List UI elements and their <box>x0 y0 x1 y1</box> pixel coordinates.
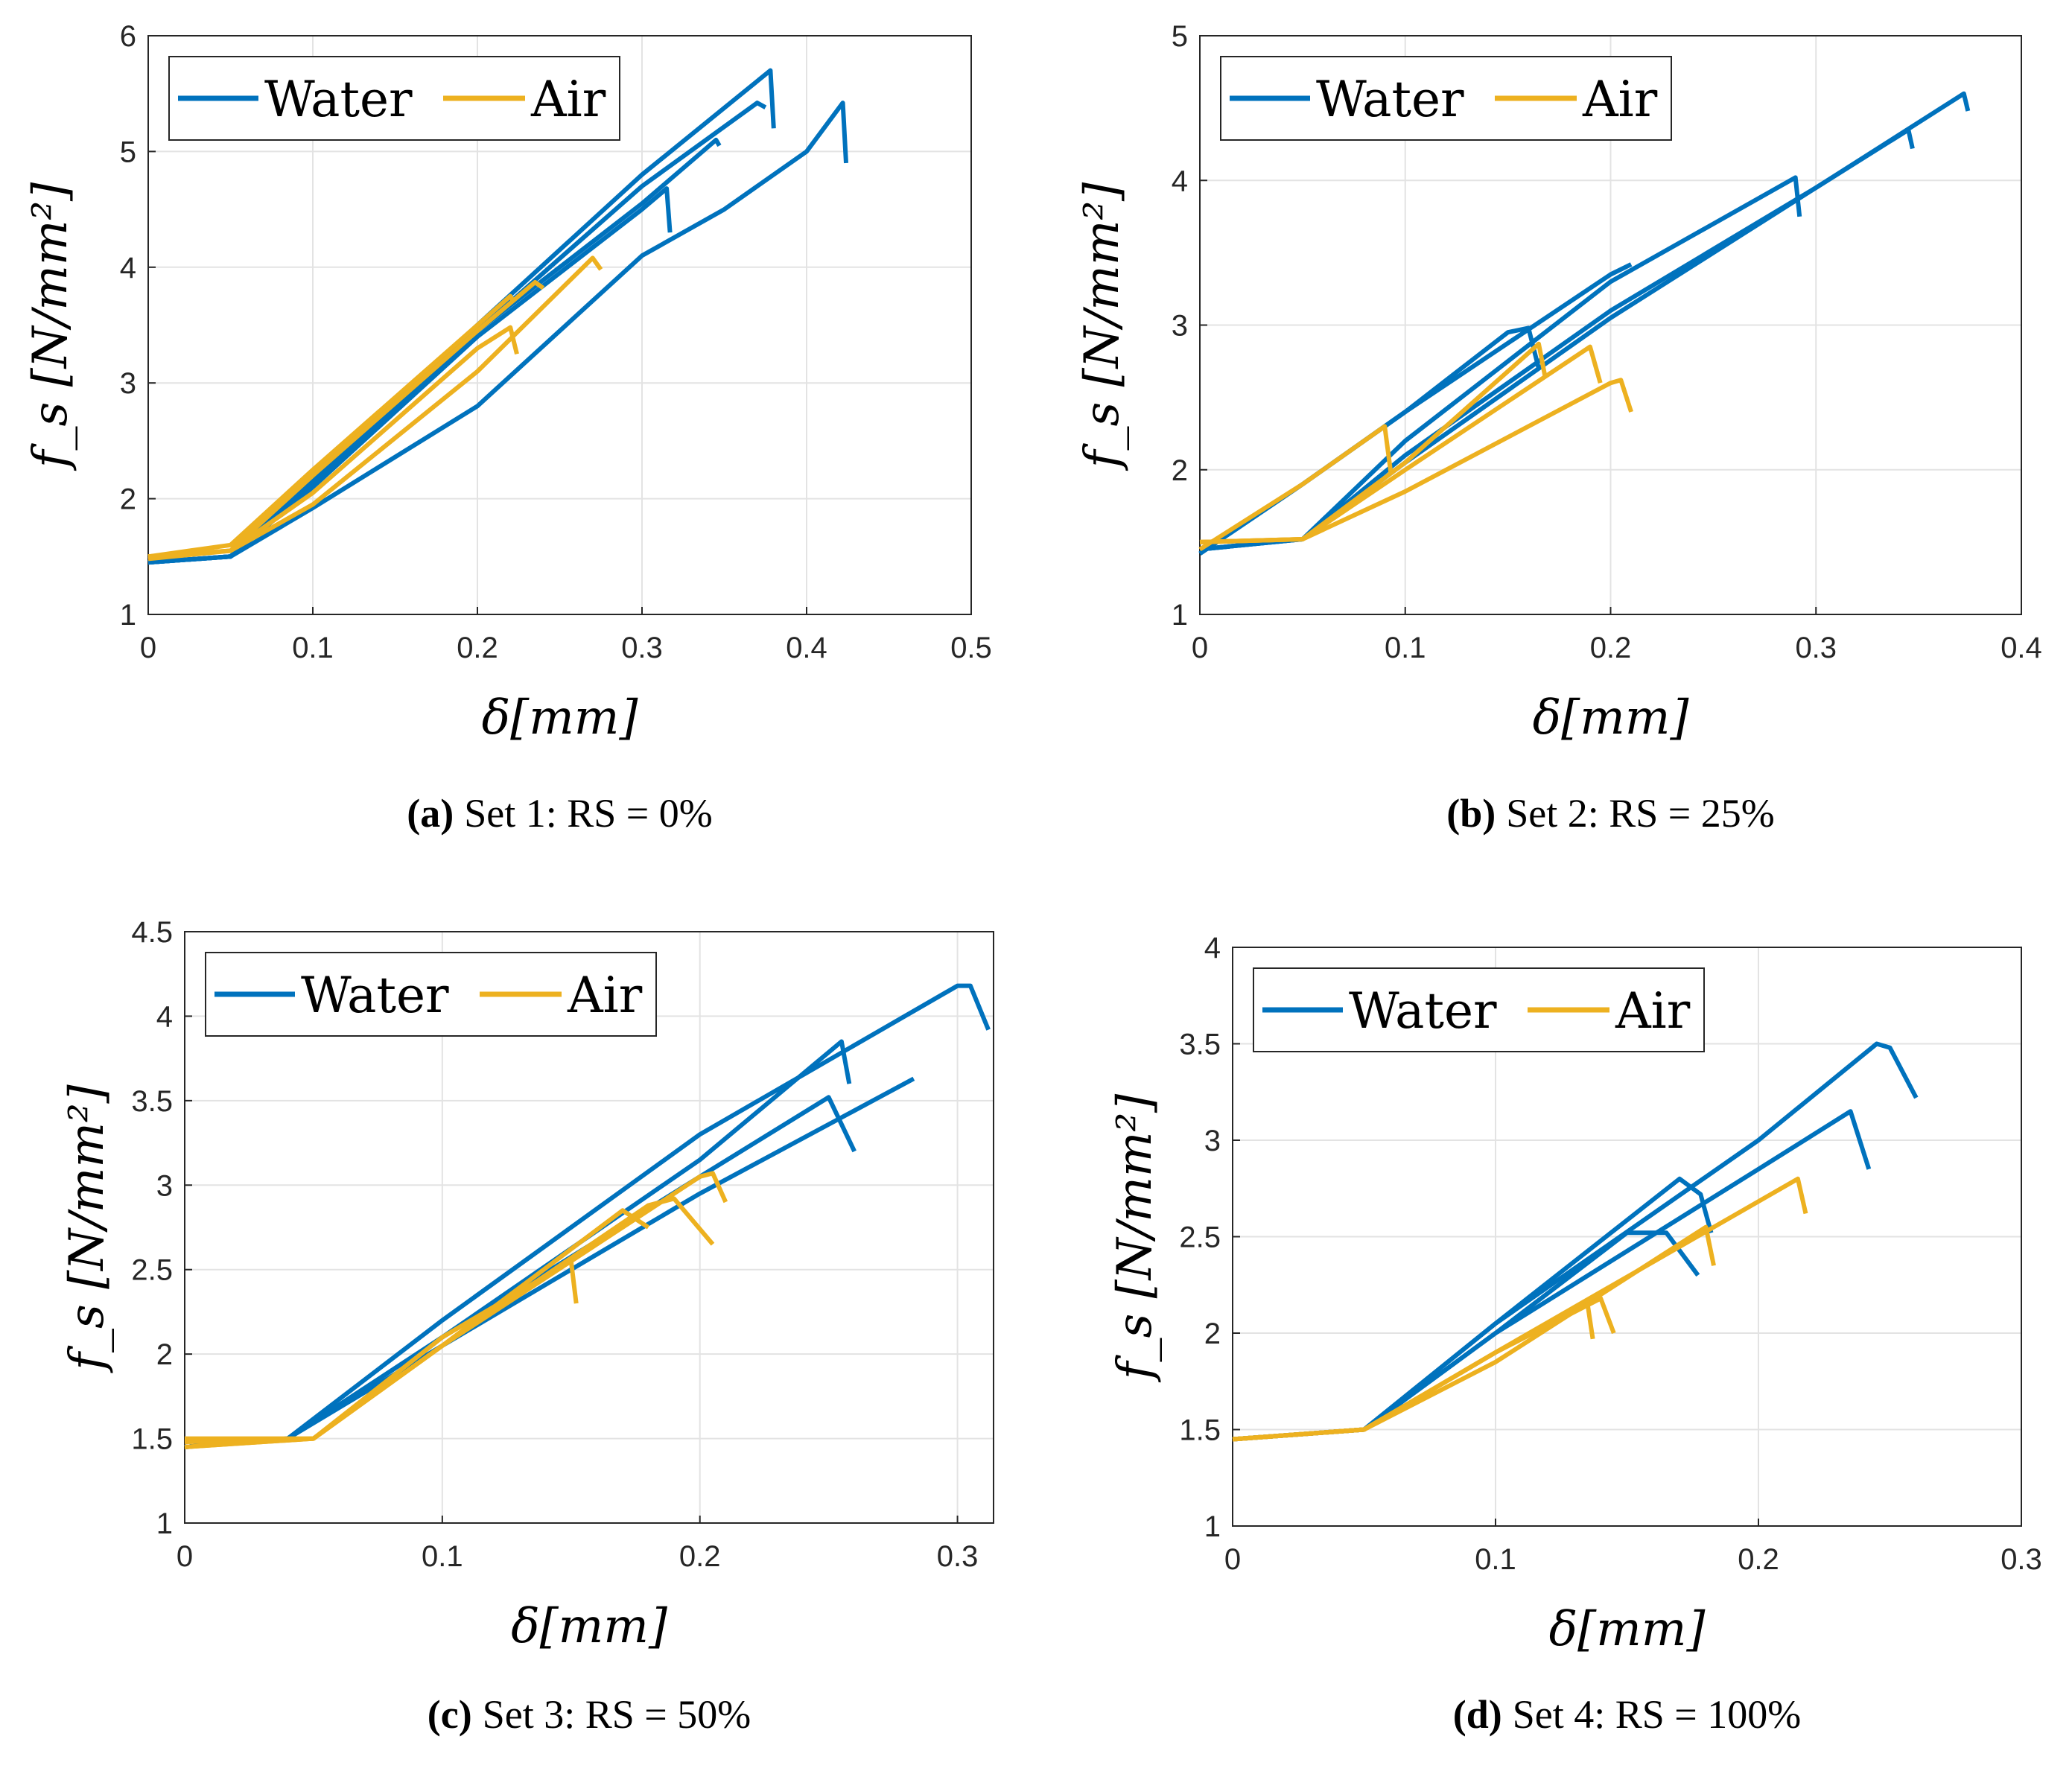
y-tick-label: 4 <box>1204 932 1221 964</box>
x-axis-label: δ[mm] <box>1549 1602 1706 1657</box>
legend-label-air: Air <box>1615 982 1691 1040</box>
legend-label-water: Water <box>301 967 449 1024</box>
x-tick-label: 0 <box>1224 1543 1241 1576</box>
series-line-water <box>147 101 848 565</box>
x-tick-label: 0.2 <box>679 1540 721 1573</box>
series-line-air <box>147 255 603 562</box>
series-line-air <box>1199 378 1633 544</box>
x-tick-label: 0.4 <box>786 632 827 664</box>
y-axis-label: f_s [N/mm²] <box>1075 182 1130 471</box>
legend: Water Air <box>168 56 620 141</box>
series-line-air <box>1198 424 1393 552</box>
y-axis-label: f_s [N/mm²] <box>1107 1093 1163 1382</box>
legend-label-water: Water <box>1316 71 1464 128</box>
caption-text: Set 1: RS = 0% <box>464 791 713 836</box>
x-tick-label: 0.2 <box>1738 1543 1779 1576</box>
y-tick-label: 4 <box>1172 165 1188 197</box>
x-axis-label: δ[mm] <box>1533 690 1690 746</box>
y-tick-label: 6 <box>120 20 136 53</box>
x-tick-label: 0.3 <box>621 632 663 664</box>
legend-label-air: Air <box>530 71 606 128</box>
y-tick-label: 4 <box>120 252 136 284</box>
y-tick-label: 3 <box>1204 1125 1221 1157</box>
y-axis-label: f_s [N/mm²] <box>23 182 78 471</box>
y-tick-label: 1 <box>156 1507 173 1540</box>
legend: Water Air <box>1253 967 1705 1052</box>
x-tick-label: 0 <box>1192 632 1208 664</box>
y-tick-label: 3 <box>156 1169 173 1202</box>
panel-b: 0 0.1 0.2 0.3 0.4 1 2 3 4 5 Water Air δ[mm] f_s [N/mm… <box>1075 20 2042 836</box>
caption-text: Set 2: RS = 25% <box>1506 791 1775 836</box>
series-line-air <box>147 293 516 559</box>
series-line-air <box>184 1208 650 1449</box>
axes-frame <box>147 35 972 615</box>
y-tick-label: 2.5 <box>1179 1221 1221 1254</box>
caption-label: (a) <box>407 791 454 836</box>
x-tick-label: 0 <box>140 632 156 664</box>
axes-frame <box>1199 35 2022 615</box>
x-tick-label: 0.2 <box>457 632 498 664</box>
caption-label: (d) <box>1453 1692 1502 1737</box>
legend: Water Air <box>205 952 657 1037</box>
legend: Water Air <box>1220 56 1672 141</box>
x-axis-label: δ[mm] <box>482 690 639 746</box>
x-tick-label: 0.4 <box>2001 632 2042 664</box>
legend-label-air: Air <box>567 967 643 1024</box>
x-tick-label: 0.1 <box>292 632 334 664</box>
y-tick-label: 2 <box>156 1338 173 1371</box>
x-tick-label: 0.3 <box>2001 1543 2042 1576</box>
axes-frame <box>184 931 994 1524</box>
x-tick-label: 0.1 <box>1475 1543 1516 1576</box>
y-tick-label: 4 <box>156 1000 173 1033</box>
panel-d: 0 0.1 0.2 0.3 1 1.5 2 2.5 3 3.5 4 Water Air δ[mm] f_s … <box>1107 932 2042 1737</box>
series-line-air <box>1232 1296 1616 1442</box>
legend-label-water: Water <box>1349 982 1497 1040</box>
panel-caption: (c) Set 3: RS = 50% <box>428 1692 751 1737</box>
y-tick-label: 2 <box>1204 1317 1221 1350</box>
y-tick-label: 2.5 <box>131 1254 173 1287</box>
x-tick-label: 0.1 <box>422 1540 463 1573</box>
caption-text: Set 4: RS = 100% <box>1513 1692 1802 1737</box>
y-tick-label: 1.5 <box>131 1423 173 1456</box>
y-tick-label: 3.5 <box>131 1085 173 1118</box>
y-tick-label: 3 <box>1172 310 1188 343</box>
y-axis-label: f_s [N/mm²] <box>60 1084 115 1373</box>
x-axis-label: δ[mm] <box>511 1599 668 1654</box>
legend-label-air: Air <box>1582 71 1658 128</box>
x-tick-label: 0.5 <box>950 632 992 664</box>
y-tick-label: 1 <box>1204 1510 1221 1543</box>
caption-label: (c) <box>428 1692 472 1737</box>
y-tick-label: 5 <box>1172 20 1188 53</box>
y-tick-label: 1 <box>120 599 136 632</box>
panel-caption: (a) Set 1: RS = 0% <box>407 791 712 836</box>
panel-a: 0 0.1 0.2 0.3 0.4 0.5 1 2 3 4 5 6 Water Air δ[mm] f_s [… <box>23 20 992 836</box>
legend-label-water: Water <box>264 71 413 128</box>
caption-label: (b) <box>1446 791 1496 836</box>
x-tick-label: 0 <box>177 1540 193 1573</box>
y-tick-label: 3.5 <box>1179 1029 1221 1061</box>
y-tick-label: 5 <box>120 136 136 168</box>
x-tick-label: 0.2 <box>1590 632 1632 664</box>
axes-frame <box>1232 947 2022 1527</box>
y-tick-label: 2 <box>1172 454 1188 487</box>
x-tick-label: 0.3 <box>937 1540 979 1573</box>
y-tick-label: 1.5 <box>1179 1414 1221 1447</box>
y-tick-label: 1 <box>1172 599 1188 632</box>
y-tick-label: 3 <box>120 367 136 400</box>
y-tick-label: 2 <box>120 483 136 516</box>
y-tick-label: 4.5 <box>131 916 173 949</box>
x-tick-label: 0.3 <box>1795 632 1837 664</box>
panel-c: 0 0.1 0.2 0.3 1 1.5 2 2.5 3 3.5 4 4.5 Water Air δ[mm] f… <box>60 916 994 1737</box>
panel-caption: (b) Set 2: RS = 25% <box>1446 791 1775 836</box>
panel-caption: (d) Set 4: RS = 100% <box>1453 1692 1802 1737</box>
caption-text: Set 3: RS = 50% <box>483 1692 751 1737</box>
x-tick-label: 0.1 <box>1385 632 1426 664</box>
